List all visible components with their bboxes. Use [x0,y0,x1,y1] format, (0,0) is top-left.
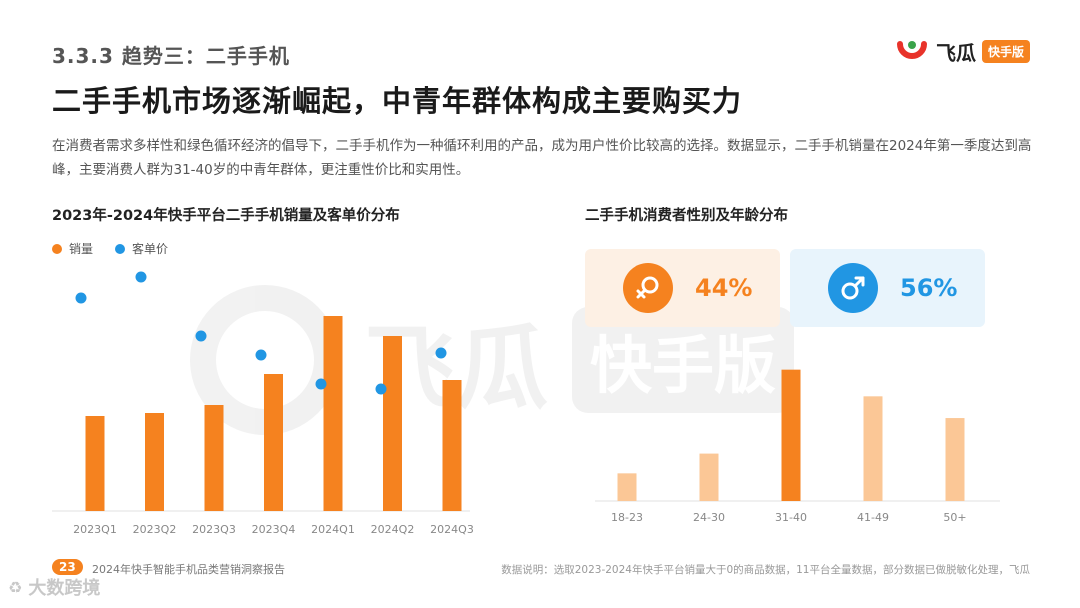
sales-x-tick-2024Q1: 2024Q1 [311,523,355,536]
sales-chart-title: 2023年-2024年快手平台二手手机销量及客单价分布 [52,208,400,224]
price-point-2023Q3 [195,330,207,342]
age-bar-18-23 [617,473,637,501]
sales-x-tick-2023Q3: 2023Q3 [192,523,236,536]
sales-x-tick-2023Q1: 2023Q1 [73,523,117,536]
sales-x-tick-2023Q4: 2023Q4 [252,523,296,536]
page-title: 二手手机市场逐渐崛起，中青年群体构成主要购买力 [52,84,743,118]
sales-x-tick-2024Q3: 2024Q3 [430,523,474,536]
sales-bar-2024Q2 [383,336,402,511]
sales-chart-legend: 销量 客单价 [52,240,168,257]
sales-bar-2024Q3 [442,380,462,511]
age-bar-50+ [945,418,965,501]
legend-label-sales: 销量 [69,242,94,256]
brand-name: 飞瓜 [935,40,976,65]
data-note: 数据说明：选取2023-2024年快手平台销量大于0的商品数据，11平台全量数据… [501,564,1030,576]
age-bar-31-40 [781,369,801,501]
legend-label-price: 客单价 [132,242,169,256]
corner-watermark: ♻ 大数跨境 [8,574,100,600]
age-bar-24-30 [699,453,719,501]
legend-item-price: 客单价 [115,240,168,257]
intro-paragraph: 在消费者需求多样性和绿色循环经济的倡导下，二手手机作为一种循环利用的产品，成为用… [52,138,1032,178]
sales-bar-2023Q2 [145,413,164,511]
sales-x-tick-2023Q2: 2023Q2 [133,523,177,536]
female-share-card: 44% [585,249,780,327]
price-point-2024Q1 [315,378,327,390]
page-number: 23 [52,559,83,575]
feigua-logo-icon [896,41,927,59]
age-x-tick-50+: 50+ [943,511,966,524]
age-x-tick-24-30: 24-30 [693,511,725,524]
sales-bar-2024Q1 [323,316,343,511]
male-percent: 56% [900,274,958,302]
age-x-tick-41-49: 41-49 [857,511,889,524]
age-x-tick-18-23: 18-23 [611,511,643,524]
sales-x-tick-2024Q2: 2024Q2 [371,523,415,536]
corner-watermark-icon: ♻ [8,577,23,597]
brand-logo: 飞瓜 快手版 [894,36,1030,66]
male-symbol-icon [828,263,878,313]
legend-swatch-price [115,243,126,254]
corner-watermark-text: 大数跨境 [28,578,101,599]
female-symbol-icon [623,263,673,313]
sales-bar-2023Q3 [204,405,224,511]
price-point-2023Q4 [255,349,267,361]
brand-badge: 快手版 [981,39,1030,63]
price-point-2023Q2 [135,271,147,283]
price-point-2024Q3 [435,347,447,359]
male-share-card: 56% [790,249,985,327]
sales-bar-2023Q1 [85,416,105,511]
demographics-chart-title: 二手手机消费者性别及年龄分布 [585,208,788,224]
sales-bar-2023Q4 [264,374,283,511]
legend-item-sales: 销量 [52,240,93,257]
legend-swatch-sales [52,243,62,254]
price-point-2024Q2 [375,383,387,395]
price-point-2023Q1 [75,292,87,304]
section-title: 3.3.3 趋势三：二手手机 [52,44,290,68]
female-percent: 44% [695,274,753,302]
report-title: 2024年快手智能手机品类营销洞察报告 [92,563,285,576]
age-bar-41-49 [863,396,883,501]
age-x-tick-31-40: 31-40 [775,511,807,524]
